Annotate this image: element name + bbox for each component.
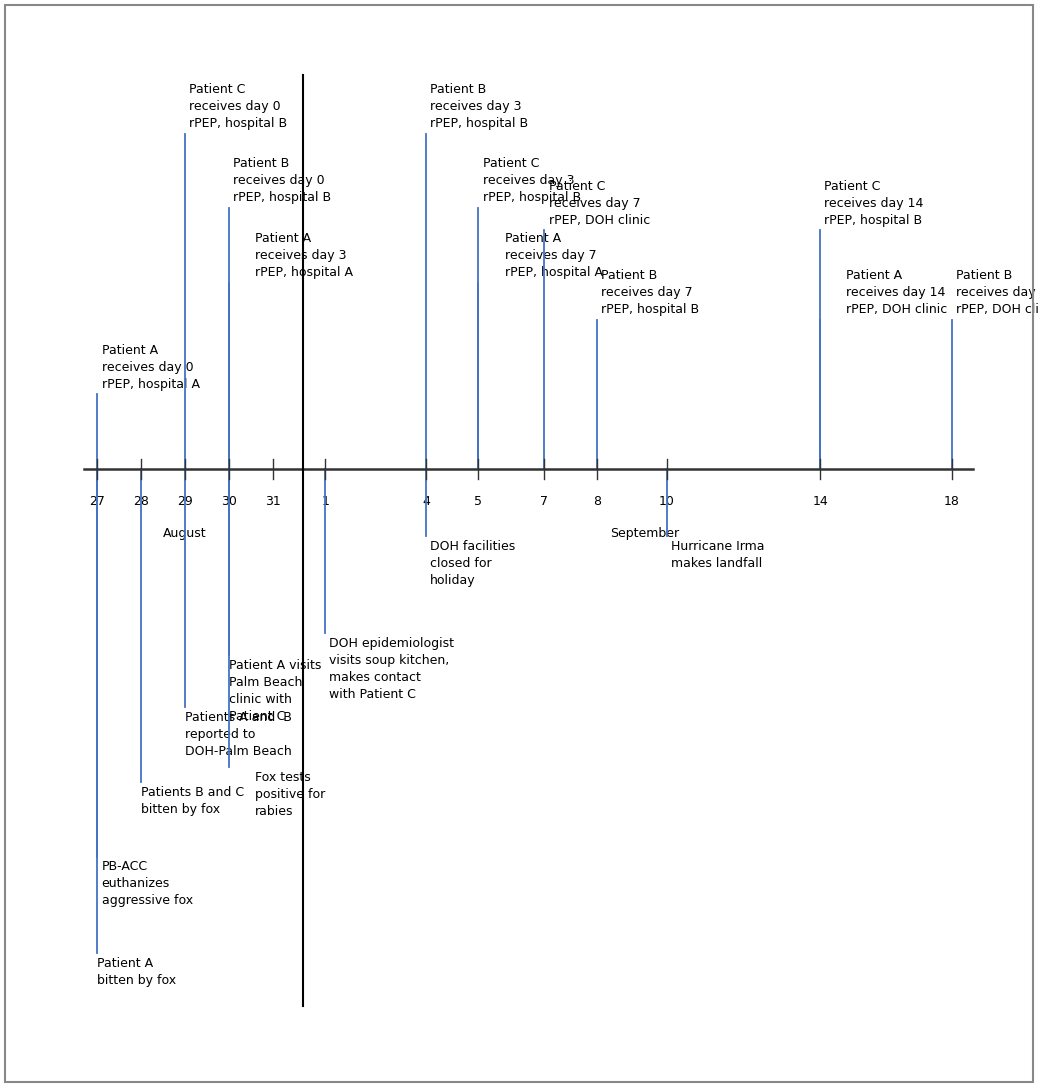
Text: 30: 30 (221, 495, 237, 508)
Text: PB-ACC
euthanizes
aggressive fox: PB-ACC euthanizes aggressive fox (102, 860, 193, 908)
Text: Patient A
receives day 3
rPEP, hospital A: Patient A receives day 3 rPEP, hospital … (255, 232, 353, 279)
Text: 29: 29 (177, 495, 193, 508)
Text: Patient A
bitten by fox: Patient A bitten by fox (98, 958, 176, 987)
Text: August: August (163, 527, 207, 540)
Text: 10: 10 (659, 495, 675, 508)
Text: Patients A and  B
reported to
DOH-Palm Beach: Patients A and B reported to DOH-Palm Be… (185, 711, 292, 759)
Text: Patient B
receives day 0
rPEP, hospital B: Patient B receives day 0 rPEP, hospital … (234, 158, 331, 204)
Text: Patients B and C
bitten by fox: Patients B and C bitten by fox (141, 786, 244, 815)
Text: Patient A
receives day 7
rPEP, hospital A: Patient A receives day 7 rPEP, hospital … (504, 232, 603, 279)
Text: Patient A
receives day 14
rPEP, DOH clinic: Patient A receives day 14 rPEP, DOH clin… (846, 270, 948, 316)
Text: 5: 5 (474, 495, 483, 508)
Text: 18: 18 (944, 495, 959, 508)
Text: 31: 31 (265, 495, 280, 508)
Text: Patient C
receives day 0
rPEP, hospital B: Patient C receives day 0 rPEP, hospital … (189, 83, 288, 129)
Text: Patient B
receives day 3
rPEP, hospital B: Patient B receives day 3 rPEP, hospital … (430, 83, 528, 129)
Text: Patient B
receives day 7
rPEP, hospital B: Patient B receives day 7 rPEP, hospital … (601, 270, 700, 316)
Text: Patient A
receives day 0
rPEP, hospital A: Patient A receives day 0 rPEP, hospital … (102, 343, 199, 390)
Text: 28: 28 (133, 495, 149, 508)
Text: Patient C
receives day 3
rPEP, hospital B: Patient C receives day 3 rPEP, hospital … (483, 158, 581, 204)
Text: Patient B
receives day 14
rPEP, DOH clinic: Patient B receives day 14 rPEP, DOH clin… (956, 270, 1038, 316)
Text: 4: 4 (421, 495, 430, 508)
Text: 14: 14 (813, 495, 828, 508)
Text: Hurricane Irma
makes landfall: Hurricane Irma makes landfall (672, 540, 765, 570)
Text: Patient C
receives day 14
rPEP, hospital B: Patient C receives day 14 rPEP, hospital… (824, 179, 924, 227)
Text: Fox tests
positive for
rabies: Fox tests positive for rabies (255, 771, 325, 817)
Text: September: September (610, 527, 680, 540)
Text: 1: 1 (321, 495, 329, 508)
Text: DOH facilities
closed for
holiday: DOH facilities closed for holiday (430, 540, 516, 587)
Text: 7: 7 (540, 495, 548, 508)
Text: Patient C
receives day 7
rPEP, DOH clinic: Patient C receives day 7 rPEP, DOH clini… (548, 179, 650, 227)
Text: DOH epidemiologist
visits soup kitchen,
makes contact
with Patient C: DOH epidemiologist visits soup kitchen, … (329, 637, 455, 701)
Text: 27: 27 (89, 495, 105, 508)
Text: 8: 8 (593, 495, 601, 508)
Text: Patient A visits
Palm Beach
clinic with
Patient C: Patient A visits Palm Beach clinic with … (228, 659, 321, 723)
